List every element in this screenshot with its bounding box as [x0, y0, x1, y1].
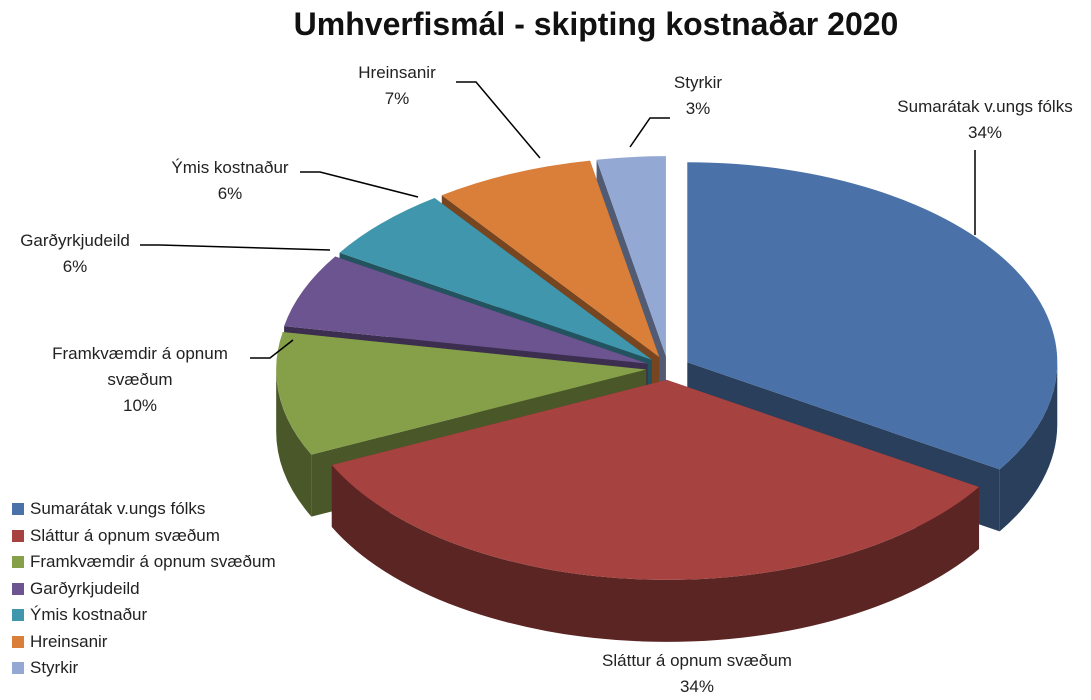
legend-swatch	[12, 662, 24, 675]
label-value: 6%	[217, 184, 243, 203]
slice	[276, 332, 647, 455]
legend-item: Sumarátak v.ungs fólks	[12, 496, 276, 523]
legend-label: Sumarátak v.ungs fólks	[30, 499, 206, 519]
legend-item: Hreinsanir	[12, 629, 276, 656]
data-label: Hreinsanir 7%	[358, 60, 435, 112]
legend-item: Sláttur á opnum svæðum	[12, 523, 276, 550]
legend-label: Garðyrkjudeild	[30, 578, 140, 598]
legend-swatch	[12, 556, 24, 569]
leader-line	[140, 244, 331, 251]
label-name: Sláttur á opnum svæðum	[602, 651, 792, 670]
label-value: 7%	[384, 89, 410, 108]
leader-line	[629, 117, 670, 148]
label-value: 3%	[685, 99, 711, 118]
legend-swatch	[12, 609, 24, 622]
label-name: Hreinsanir	[358, 63, 436, 82]
slice	[331, 379, 980, 580]
legend-label: Framkvæmdir á opnum svæðum	[30, 552, 276, 572]
slice-group	[331, 379, 980, 642]
label-value: 10%	[122, 396, 158, 415]
leader-line	[456, 81, 541, 159]
legend-swatch	[12, 582, 24, 595]
legend-swatch	[12, 529, 24, 542]
slice-wall	[331, 465, 980, 642]
data-label: Sumarátak v.ungs fólks 34%	[897, 94, 1072, 146]
label-name: Ýmis kostnaður	[171, 158, 289, 177]
slice	[687, 162, 1058, 470]
slice	[441, 160, 660, 358]
label-name: Framkvæmdir á opnum svæðum	[52, 344, 228, 389]
data-label: Framkvæmdir á opnum svæðum 10%	[33, 341, 248, 419]
slice	[339, 198, 652, 360]
slice	[284, 256, 648, 364]
legend: Sumarátak v.ungs fólks Sláttur á opnum sv…	[12, 496, 276, 682]
leader-line	[300, 171, 419, 198]
slice-wall	[276, 369, 312, 517]
legend-label: Ýmis kostnaður	[30, 605, 148, 625]
legend-label: Sláttur á opnum svæðum	[30, 525, 220, 545]
label-name: Sumarátak v.ungs fólks	[897, 97, 1073, 116]
legend-item: Garðyrkjudeild	[12, 576, 276, 603]
legend-swatch	[12, 503, 24, 516]
slice-wall	[999, 362, 1058, 532]
label-name: Styrkir	[673, 73, 723, 92]
data-label: Sláttur á opnum svæðum 34%	[602, 648, 792, 700]
label-value: 34%	[967, 123, 1003, 142]
label-name: Garðyrkjudeild	[20, 231, 130, 250]
label-value: 34%	[679, 677, 715, 696]
data-label: Styrkir 3%	[674, 70, 722, 122]
legend-label: Hreinsanir	[30, 631, 108, 651]
label-value: 6%	[62, 257, 88, 276]
data-label: Garðyrkjudeild 6%	[20, 228, 130, 280]
chart-title: Umhverfismál - skipting kostnaðar 2020	[293, 6, 899, 42]
data-label: Ýmis kostnaður 6%	[171, 155, 288, 207]
legend-swatch	[12, 635, 24, 648]
leader-line	[250, 339, 294, 359]
legend-label: Styrkir	[30, 658, 79, 678]
slice	[596, 156, 666, 357]
legend-item: Ýmis kostnaður	[12, 602, 276, 629]
legend-item: Framkvæmdir á opnum svæðum	[12, 549, 276, 576]
legend-item: Styrkir	[12, 655, 276, 682]
